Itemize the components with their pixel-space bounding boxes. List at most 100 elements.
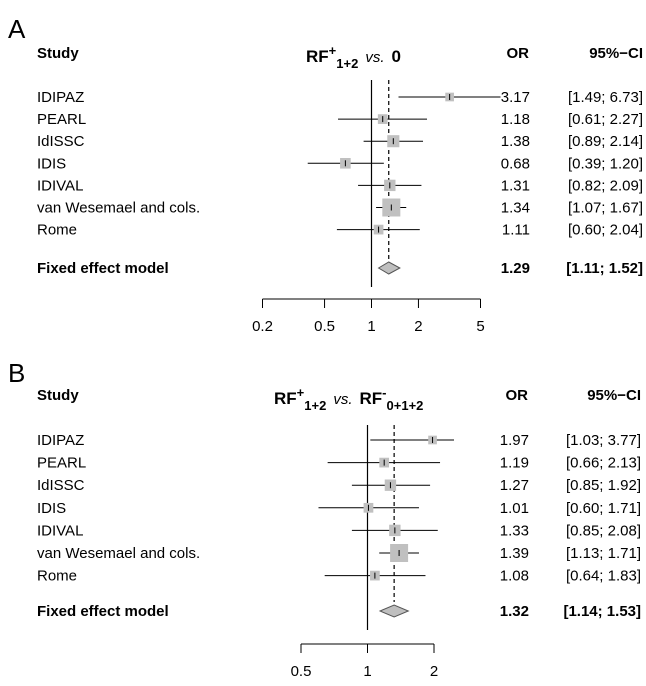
x-tick-label: 0.5 [314, 318, 335, 335]
study-row: IDIS 1.01 [0.60; 1.71] [37, 500, 641, 517]
or-value: 1.11 [502, 222, 530, 239]
study-row: PEARL 1.18 [0.61; 2.27] [37, 111, 643, 128]
or-value: 1.08 [500, 568, 529, 585]
ci-value: [0.66; 2.13] [566, 455, 641, 472]
summary-diamond [378, 604, 410, 618]
or-value: 1.39 [500, 545, 529, 562]
summary-or-value: 1.32 [500, 603, 529, 620]
ci-column-header: 95%−CI [589, 45, 643, 62]
x-tick-label: 0.2 [252, 318, 273, 335]
x-tick-label: 1 [367, 318, 375, 335]
x-tick-label: 1 [363, 663, 371, 680]
study-name: IDIPAZ [37, 89, 84, 106]
or-value: 1.01 [500, 500, 529, 517]
study-name: IDIS [37, 155, 66, 172]
study-row: van Wesemael and cols. 1.34 [1.07; 1.67] [37, 198, 643, 217]
study-name: IDIVAL [37, 177, 83, 194]
summary-ci-value: [1.14; 1.53] [563, 603, 641, 620]
ci-value: [1.03; 3.77] [566, 432, 641, 449]
study-row: IDIPAZ 1.97 [1.03; 3.77] [37, 432, 641, 449]
x-tick-label: 0.5 [291, 663, 312, 680]
study-row: PEARL 1.19 [0.66; 2.13] [37, 455, 641, 472]
summary-row: Fixed effect model 1.32 [1.14; 1.53] [37, 603, 641, 620]
study-row: IDIVAL 1.33 [0.85; 2.08] [37, 522, 641, 539]
summary-diamond [377, 261, 401, 275]
or-value: 1.97 [500, 432, 529, 449]
or-value: 0.68 [501, 155, 530, 172]
study-column-header: Study [37, 387, 79, 404]
x-tick-label: 5 [476, 318, 484, 335]
summary-or-value: 1.29 [501, 260, 530, 277]
title-part-vs: vs. [333, 391, 352, 408]
study-name: van Wesemael and cols. [37, 200, 200, 217]
title-part-left-sup: + [329, 43, 337, 58]
title-part-right: RF [360, 389, 383, 408]
title-part-left-sub: 1+2 [336, 56, 358, 71]
panel-label: A [8, 14, 26, 44]
ci-value: [1.49; 6.73] [568, 89, 643, 106]
ci-value: [0.85; 1.92] [566, 477, 641, 494]
study-name: PEARL [37, 455, 86, 472]
ci-value: [0.82; 2.09] [568, 177, 643, 194]
title-part-right-sup: - [382, 385, 386, 400]
title-part-left-sub: 1+2 [304, 398, 326, 413]
study-row: IDIVAL 1.31 [0.82; 2.09] [37, 177, 643, 194]
panel-label: B [8, 358, 25, 388]
study-name: IdISSC [37, 477, 85, 494]
title-part-right: 0 [392, 47, 401, 66]
study-name: IDIS [37, 500, 66, 517]
summary-ci-value: [1.11; 1.52] [566, 260, 643, 277]
or-value: 1.38 [501, 133, 530, 150]
study-name: IDIVAL [37, 522, 83, 539]
x-tick-label: 2 [414, 318, 422, 335]
or-value: 1.19 [500, 455, 529, 472]
comparison-title: RF+1+2 vs. 0 [306, 43, 401, 71]
or-value: 1.34 [501, 200, 530, 217]
ci-value: [0.60; 2.04] [568, 222, 643, 239]
ci-value: [0.61; 2.27] [568, 111, 643, 128]
ci-value: [1.13; 1.71] [566, 545, 641, 562]
ci-value: [0.60; 1.71] [566, 500, 641, 517]
or-value: 1.18 [501, 111, 530, 128]
or-column-header: OR [507, 45, 530, 62]
study-name: PEARL [37, 111, 86, 128]
title-part-left: RF [306, 47, 329, 66]
summary-row: Fixed effect model 1.29 [1.11; 1.52] [37, 260, 643, 277]
ci-value: [1.07; 1.67] [568, 200, 643, 217]
title-part-right-sub: 0+1+2 [387, 398, 424, 413]
study-name: IDIPAZ [37, 432, 84, 449]
study-name: van Wesemael and cols. [37, 545, 200, 562]
study-name: Rome [37, 568, 77, 585]
study-name: IdISSC [37, 133, 85, 150]
ci-value: [0.85; 2.08] [566, 522, 641, 539]
study-column-header: Study [37, 45, 79, 62]
forest-panel-a: A Study OR 95%−CI RF+1+2 vs. 0 IDIPAZ 3.17 [1.49;… [8, 14, 643, 335]
study-row: IDIS 0.68 [0.39; 1.20] [37, 155, 643, 172]
study-row: Rome 1.11 [0.60; 2.04] [37, 222, 643, 239]
x-tick-label: 2 [430, 663, 438, 680]
ci-value: [0.39; 1.20] [568, 155, 643, 172]
study-row: IdISSC 1.27 [0.85; 1.92] [37, 477, 641, 494]
title-part-vs: vs. [365, 49, 384, 66]
title-part-left: RF [274, 389, 297, 408]
or-value: 1.33 [500, 522, 529, 539]
or-value: 3.17 [501, 89, 530, 106]
ci-value: [0.89; 2.14] [568, 133, 643, 150]
study-row: Rome 1.08 [0.64; 1.83] [37, 568, 641, 585]
summary-label: Fixed effect model [37, 260, 169, 277]
comparison-title: RF+1+2 vs. RF-0+1+2 [274, 385, 423, 413]
or-column-header: OR [506, 387, 529, 404]
title-part-left-sup: + [297, 385, 305, 400]
study-row: van Wesemael and cols. 1.39 [1.13; 1.71] [37, 543, 641, 563]
x-axis: 0.5 1 2 [291, 643, 438, 680]
or-value: 1.27 [500, 477, 529, 494]
or-value: 1.31 [501, 177, 530, 194]
study-row: IDIPAZ 3.17 [1.49; 6.73] [37, 89, 643, 106]
x-axis: 0.2 0.5 1 2 5 [252, 298, 485, 335]
study-name: Rome [37, 222, 77, 239]
summary-label: Fixed effect model [37, 603, 169, 620]
ci-value: [0.64; 1.83] [566, 568, 641, 585]
study-row: IdISSC 1.38 [0.89; 2.14] [37, 133, 643, 150]
